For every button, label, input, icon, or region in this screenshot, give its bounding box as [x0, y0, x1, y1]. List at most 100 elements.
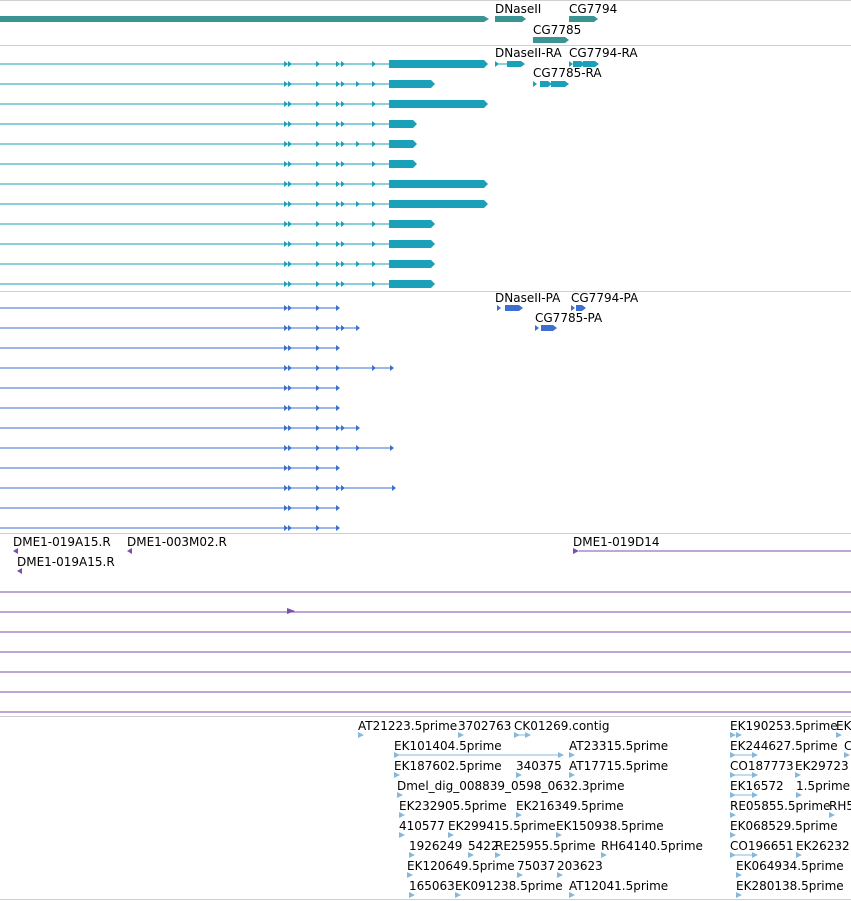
est-label[interactable]: CO187773	[730, 759, 794, 773]
est-feature[interactable]	[516, 772, 522, 778]
est-label[interactable]: EK280138.5prime	[736, 879, 844, 893]
est-feature[interactable]	[730, 832, 736, 838]
gene-label-cg7785[interactable]: CG7785	[533, 23, 582, 37]
est-feature[interactable]	[796, 852, 802, 858]
est-feature[interactable]	[455, 892, 461, 898]
mrna-label-dnaseii-ra[interactable]: DNaseII-RA	[495, 46, 562, 60]
est-label[interactable]: CK01269.contig	[514, 719, 610, 733]
est-feature[interactable]	[601, 852, 607, 858]
est-label[interactable]: 5422	[468, 839, 499, 853]
est-feature[interactable]	[516, 812, 522, 818]
est-label[interactable]: CO196651	[730, 839, 794, 853]
est-label[interactable]: EK244627.5prime	[730, 739, 838, 753]
est-label[interactable]: AT23315.5prime	[569, 739, 669, 753]
protein-feature[interactable]	[0, 505, 340, 511]
est-feature[interactable]	[517, 872, 523, 878]
est-feature[interactable]	[399, 812, 405, 818]
est-feature[interactable]	[796, 792, 802, 798]
mrna-transcript[interactable]	[0, 100, 488, 108]
est-label[interactable]: AT12041.5prime	[569, 879, 669, 893]
mrna-transcript-right[interactable]	[495, 61, 599, 87]
est-label[interactable]: RH64140.5prime	[601, 839, 703, 853]
est-label[interactable]: RE25955.5prime	[495, 839, 596, 853]
mrna-transcript[interactable]	[0, 120, 417, 128]
est-label[interactable]: AT21223.5prime	[358, 719, 458, 733]
gene-label-dnaseii[interactable]: DNaseII	[495, 2, 542, 16]
est-feature[interactable]	[829, 812, 835, 818]
est-label[interactable]: EK101404.5prime	[394, 739, 502, 753]
protein-label-dnaseii-pa[interactable]: DNaseII-PA	[495, 291, 561, 305]
protein-feature[interactable]	[0, 325, 360, 331]
mrna-transcript[interactable]	[0, 260, 435, 268]
est-feature[interactable]	[736, 872, 742, 878]
est-label[interactable]: 340375	[516, 759, 562, 773]
mrna-transcript[interactable]	[0, 60, 488, 68]
gene-label-cg7794[interactable]: CG7794	[569, 2, 618, 16]
est-label[interactable]: EK29723	[795, 759, 849, 773]
est-label[interactable]: 75037	[517, 859, 556, 873]
gene-feature-dnaseii[interactable]	[495, 16, 526, 22]
mrna-transcript[interactable]	[0, 180, 488, 188]
est-label[interactable]: RE05855.5prime	[730, 799, 831, 813]
mrna-label-cg7794-ra[interactable]: CG7794-RA	[569, 46, 638, 60]
mrna-transcript[interactable]	[0, 220, 435, 228]
est-label[interactable]: EK091238.5prime	[455, 879, 563, 893]
protein-feature-right[interactable]	[497, 305, 586, 331]
est-label[interactable]: EK299415.5prime	[448, 819, 556, 833]
est-feature[interactable]	[407, 872, 413, 878]
protein-feature[interactable]	[0, 525, 340, 531]
protein-feature[interactable]	[0, 345, 340, 351]
est-feature[interactable]	[844, 752, 850, 758]
gene-feature-cg7794[interactable]	[569, 16, 598, 22]
est-label[interactable]: EK187602.5prime	[394, 759, 502, 773]
protein-feature[interactable]	[0, 385, 340, 391]
est-feature[interactable]	[556, 832, 562, 838]
clone-label-dme1-019d14[interactable]: DME1-019D14	[573, 535, 660, 549]
protein-label-cg7785-pa[interactable]: CG7785-PA	[535, 311, 603, 325]
est-feature[interactable]	[409, 852, 415, 858]
clone-row-short[interactable]	[287, 608, 295, 614]
est-feature[interactable]	[458, 732, 464, 738]
est-feature[interactable]	[448, 832, 454, 838]
protein-feature[interactable]	[0, 465, 340, 471]
protein-feature[interactable]	[0, 365, 394, 371]
protein-label-cg7794-pa[interactable]: CG7794-PA	[571, 291, 639, 305]
est-feature[interactable]	[557, 872, 563, 878]
mrna-transcript[interactable]	[0, 200, 488, 208]
est-label[interactable]: EK150938.5prime	[556, 819, 664, 833]
mrna-transcript[interactable]	[0, 140, 417, 148]
est-feature[interactable]	[569, 772, 575, 778]
est-label[interactable]: 1.5prime	[796, 779, 851, 793]
est-feature[interactable]	[358, 732, 364, 738]
est-label[interactable]: EK120649.5prime	[407, 859, 515, 873]
est-label[interactable]: Dmel_dig_008839_0598_0632.3prime	[397, 779, 625, 793]
clone-label-dme1-019a15-r[interactable]: DME1-019A15.R	[13, 535, 111, 549]
est-feature[interactable]	[730, 732, 736, 738]
est-feature[interactable]	[495, 852, 501, 858]
mrna-label-cg7785-ra[interactable]: CG7785-RA	[533, 66, 602, 80]
clone-label-dme1-003m02-r[interactable]: DME1-003M02.R	[127, 535, 227, 549]
clone-label-dme1-019a15-r-2[interactable]: DME1-019A15.R	[17, 555, 115, 569]
est-feature[interactable]	[394, 772, 400, 778]
est-label[interactable]: EK26232	[796, 839, 850, 853]
est-feature[interactable]	[468, 852, 474, 858]
est-label[interactable]: EK190253.5prime	[730, 719, 838, 733]
mrna-transcript[interactable]	[0, 80, 435, 88]
gene-feature-main[interactable]	[0, 16, 489, 22]
clone-features[interactable]	[13, 548, 851, 574]
est-label[interactable]: RH5	[829, 799, 851, 813]
est-label[interactable]: EK064934.5prime	[736, 859, 844, 873]
est-feature[interactable]	[736, 732, 742, 738]
protein-feature[interactable]	[0, 485, 396, 491]
est-feature[interactable]	[397, 792, 403, 798]
est-feature[interactable]	[409, 892, 415, 898]
est-feature[interactable]	[730, 812, 736, 818]
est-label[interactable]: EK	[836, 719, 851, 733]
protein-feature[interactable]	[0, 405, 340, 411]
est-label[interactable]: 3702763	[458, 719, 512, 733]
mrna-transcript[interactable]	[0, 280, 435, 288]
est-label[interactable]: AT17715.5prime	[569, 759, 669, 773]
protein-feature[interactable]	[0, 425, 360, 431]
mrna-transcript[interactable]	[0, 160, 417, 168]
est-feature[interactable]	[736, 892, 742, 898]
